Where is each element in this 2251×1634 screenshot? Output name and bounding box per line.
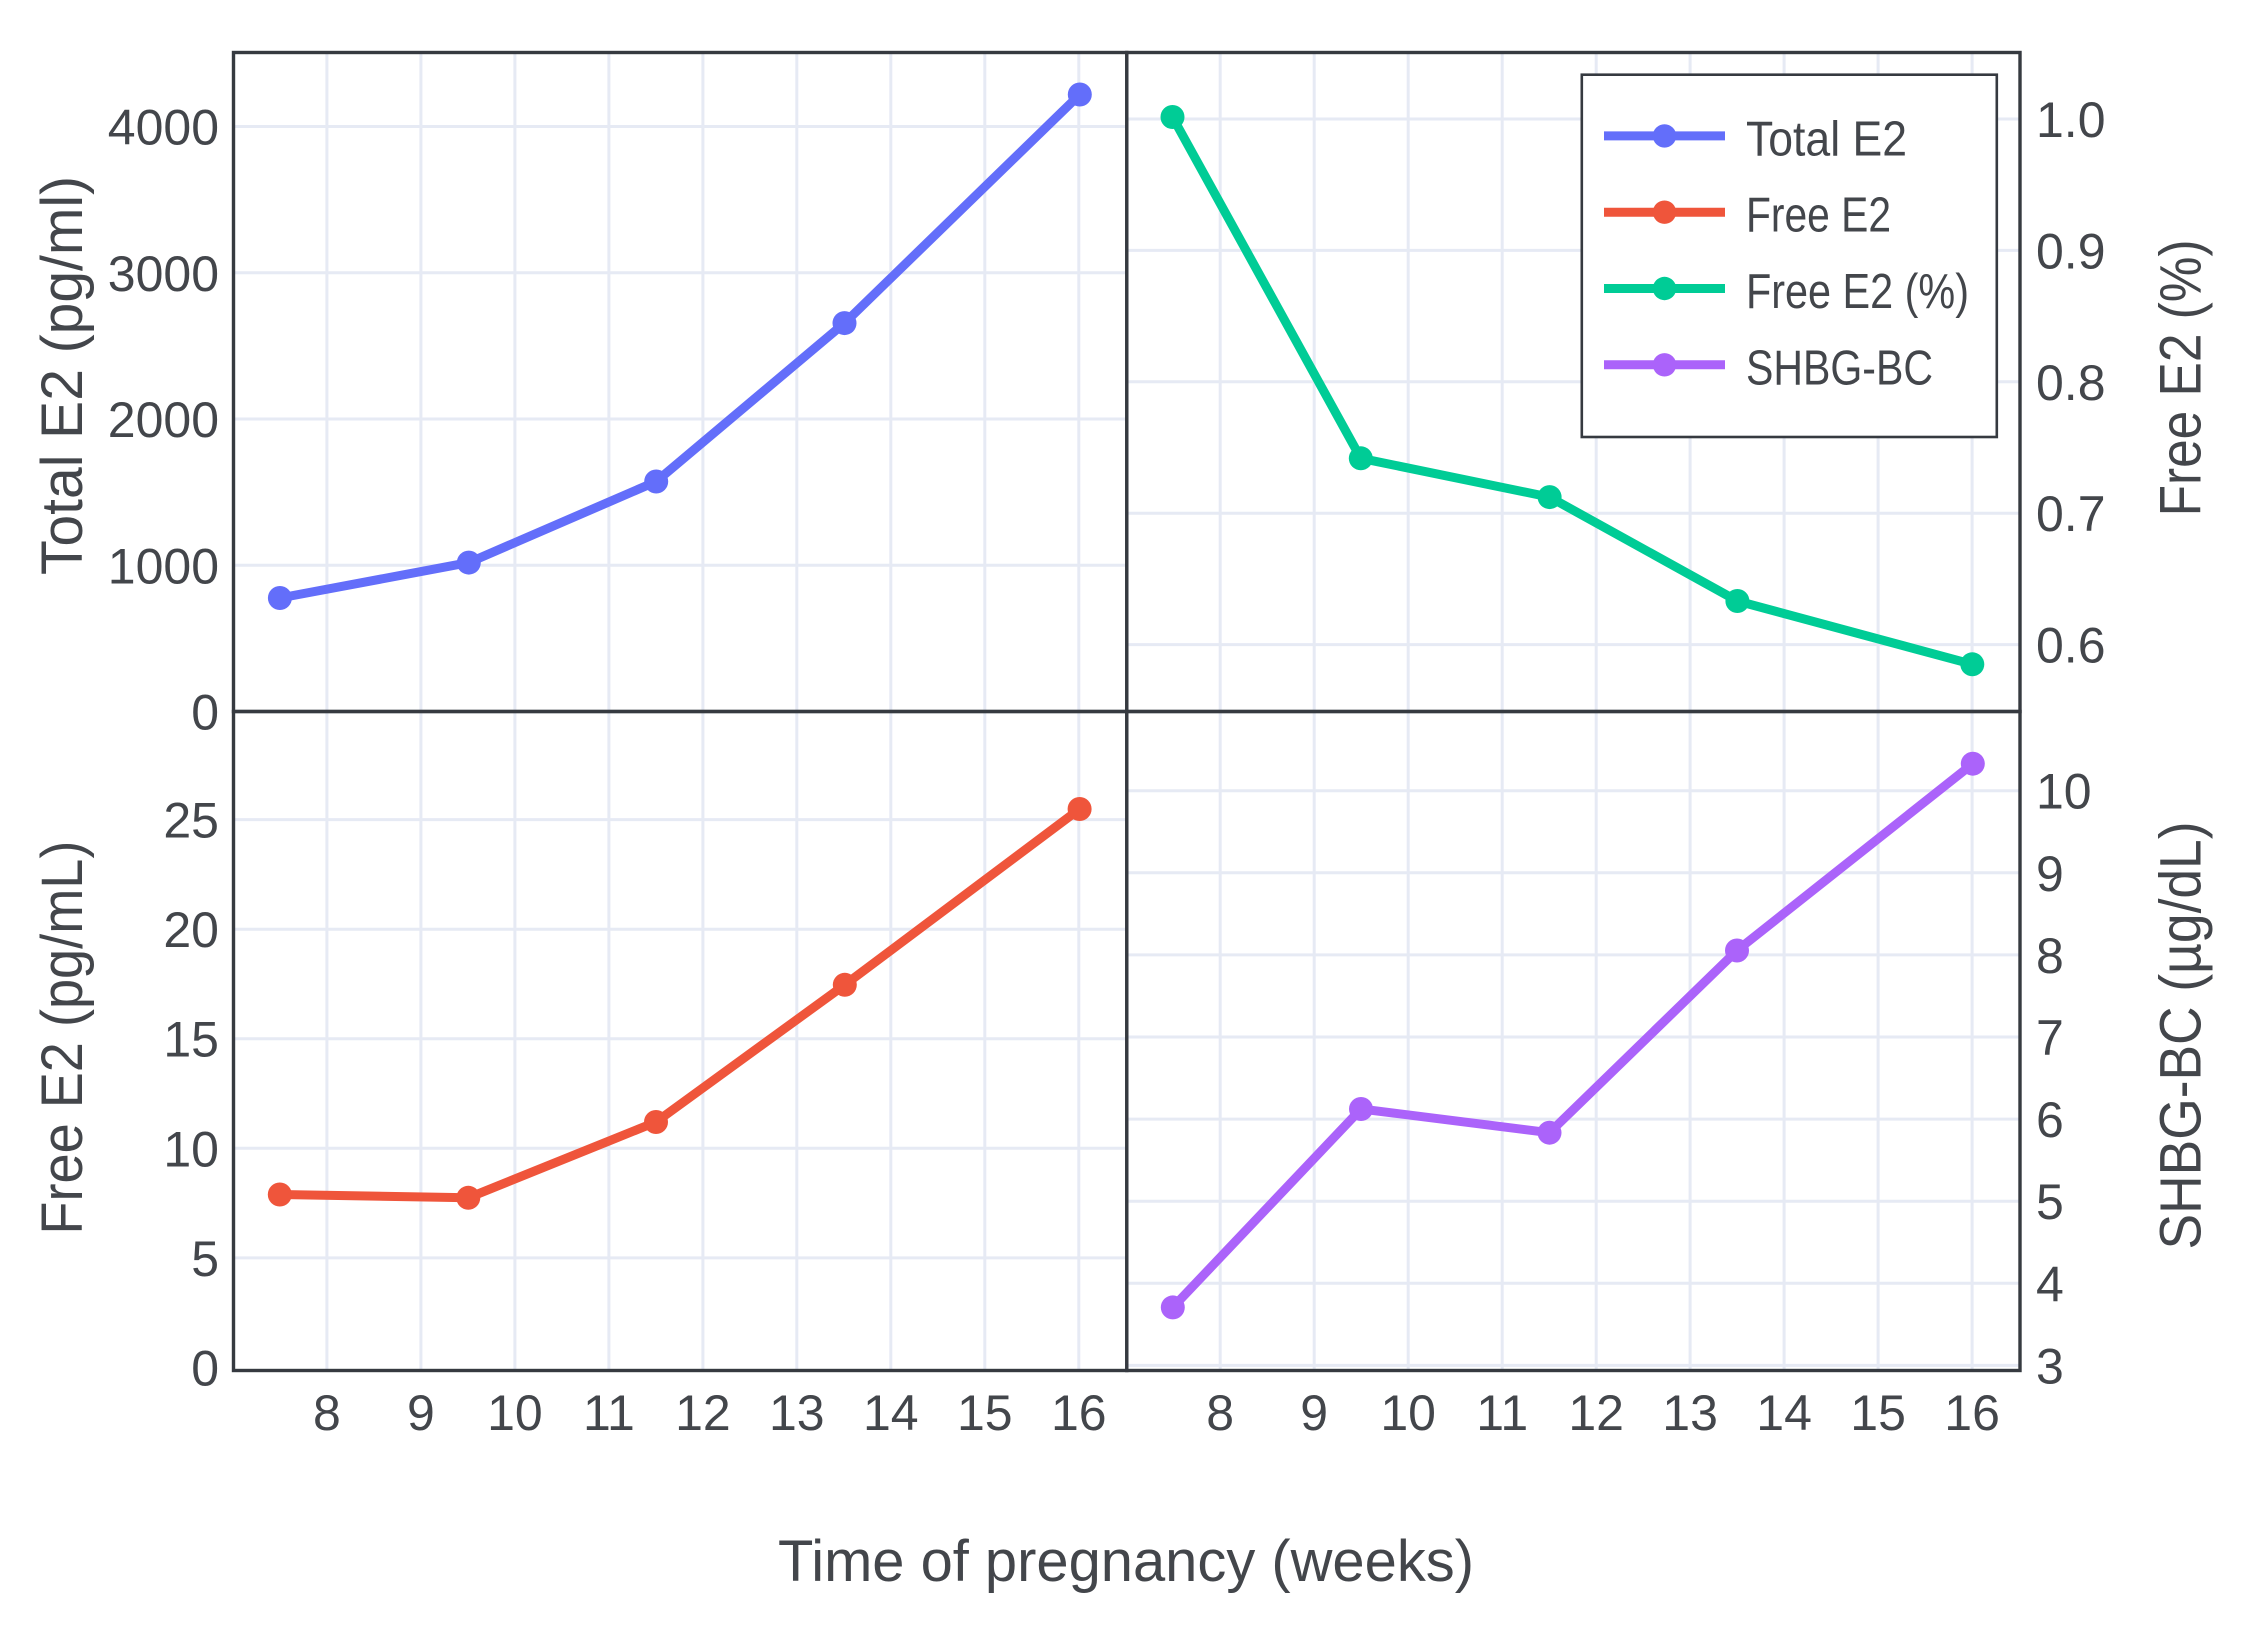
svg-text:Free E2 (%): Free E2 (%) — [1746, 265, 1969, 319]
svg-text:15: 15 — [163, 1012, 219, 1068]
svg-text:7: 7 — [2036, 1010, 2064, 1066]
svg-text:9: 9 — [2036, 846, 2064, 902]
svg-text:2000: 2000 — [108, 392, 219, 448]
svg-text:3: 3 — [2036, 1338, 2064, 1394]
svg-text:Total E2 (pg/ml): Total E2 (pg/ml) — [30, 176, 95, 575]
svg-text:14: 14 — [863, 1385, 919, 1441]
svg-text:16: 16 — [1051, 1385, 1107, 1441]
svg-text:0: 0 — [191, 685, 219, 741]
svg-text:14: 14 — [1756, 1385, 1812, 1441]
svg-text:15: 15 — [1850, 1385, 1906, 1441]
svg-text:3000: 3000 — [108, 246, 219, 302]
svg-text:1000: 1000 — [108, 538, 219, 594]
svg-text:13: 13 — [769, 1385, 825, 1441]
svg-text:16: 16 — [1944, 1385, 2000, 1441]
svg-text:10: 10 — [1380, 1385, 1436, 1441]
svg-text:5: 5 — [2036, 1174, 2064, 1230]
svg-text:Free E2 (pg/mL): Free E2 (pg/mL) — [30, 841, 95, 1235]
svg-text:0: 0 — [191, 1340, 219, 1396]
svg-text:9: 9 — [1300, 1385, 1328, 1441]
svg-text:11: 11 — [1476, 1385, 1528, 1441]
svg-text:Total E2: Total E2 — [1746, 112, 1907, 166]
svg-text:4000: 4000 — [108, 100, 219, 156]
svg-text:Free E2: Free E2 — [1746, 189, 1891, 243]
svg-text:11: 11 — [583, 1385, 635, 1441]
svg-text:Free E2 (%): Free E2 (%) — [2149, 239, 2214, 516]
svg-text:12: 12 — [1568, 1385, 1624, 1441]
svg-text:6: 6 — [2036, 1092, 2064, 1148]
svg-text:9: 9 — [407, 1385, 435, 1441]
svg-text:1.0: 1.0 — [2036, 92, 2106, 148]
svg-text:13: 13 — [1662, 1385, 1718, 1441]
svg-text:0.6: 0.6 — [2036, 618, 2106, 674]
svg-text:SHBG-BC: SHBG-BC — [1746, 341, 1933, 395]
svg-text:0.9: 0.9 — [2036, 223, 2106, 279]
svg-text:15: 15 — [957, 1385, 1013, 1441]
svg-text:20: 20 — [163, 902, 219, 958]
svg-text:8: 8 — [1206, 1385, 1234, 1441]
svg-text:25: 25 — [163, 793, 219, 849]
svg-text:12: 12 — [675, 1385, 731, 1441]
svg-text:0.7: 0.7 — [2036, 486, 2106, 542]
svg-text:10: 10 — [487, 1385, 543, 1441]
svg-text:10: 10 — [163, 1121, 219, 1177]
svg-text:8: 8 — [313, 1385, 341, 1441]
svg-text:0.8: 0.8 — [2036, 355, 2106, 411]
svg-text:4: 4 — [2036, 1256, 2064, 1312]
svg-text:5: 5 — [191, 1231, 219, 1287]
svg-text:SHBG-BC (µg/dL): SHBG-BC (µg/dL) — [2149, 822, 2214, 1250]
svg-text:8: 8 — [2036, 928, 2064, 984]
svg-text:10: 10 — [2036, 764, 2092, 820]
svg-text:Time of pregnancy (weeks): Time of pregnancy (weeks) — [778, 1529, 1474, 1594]
